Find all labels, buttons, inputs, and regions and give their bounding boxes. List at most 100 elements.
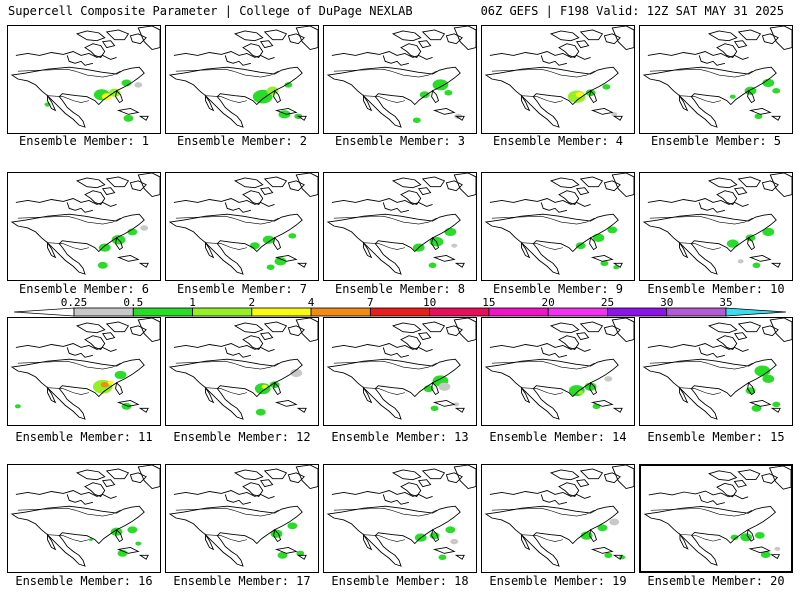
coastline bbox=[363, 533, 373, 551]
coastline bbox=[679, 386, 689, 404]
coastline bbox=[115, 381, 124, 396]
coastline bbox=[205, 386, 215, 404]
us-mexico-border bbox=[363, 95, 406, 103]
coastline bbox=[761, 473, 779, 484]
ensemble-member-map bbox=[7, 464, 161, 573]
coastline bbox=[273, 89, 282, 104]
us-canada-border bbox=[491, 360, 595, 370]
coastline bbox=[296, 554, 307, 560]
ensemble-member-map bbox=[481, 25, 635, 134]
coastline bbox=[363, 94, 373, 112]
coastline bbox=[445, 180, 463, 192]
coastline bbox=[642, 358, 777, 420]
coastline bbox=[603, 33, 621, 45]
coastline bbox=[642, 66, 777, 128]
coastline bbox=[296, 407, 307, 413]
scp-shaded-area bbox=[751, 404, 762, 412]
coastline bbox=[259, 479, 274, 488]
us-mexico-border bbox=[363, 387, 406, 395]
coastline bbox=[274, 546, 298, 554]
coastline bbox=[642, 213, 777, 275]
coastline bbox=[400, 335, 422, 350]
scp-shaded-area bbox=[592, 233, 605, 242]
us-mexico-border bbox=[521, 534, 564, 542]
ensemble-member-label: Ensemble Member: 20 bbox=[647, 574, 785, 588]
coastline bbox=[287, 472, 305, 484]
coastline bbox=[66, 494, 93, 505]
coastline bbox=[579, 176, 604, 188]
coastline bbox=[15, 343, 117, 352]
coastline bbox=[611, 26, 634, 51]
coastline bbox=[242, 43, 264, 58]
ensemble-member-label: Ensemble Member: 5 bbox=[650, 134, 782, 148]
coastline bbox=[761, 180, 779, 192]
coastline bbox=[234, 469, 264, 481]
coastline bbox=[445, 33, 463, 45]
north-america-map bbox=[168, 465, 318, 567]
coastline bbox=[648, 490, 749, 500]
scp-shaded-area bbox=[453, 402, 460, 407]
coastline bbox=[432, 254, 456, 262]
scp-shaded-area bbox=[438, 382, 451, 391]
coastline bbox=[733, 187, 748, 196]
coastline bbox=[540, 202, 567, 213]
coastline bbox=[445, 325, 463, 337]
coastline bbox=[647, 343, 749, 352]
coastline bbox=[431, 528, 440, 543]
coastline bbox=[431, 236, 440, 251]
coastline bbox=[173, 490, 275, 499]
coastline bbox=[489, 51, 591, 60]
us-mexico-border bbox=[363, 534, 406, 542]
north-america-map bbox=[326, 465, 476, 567]
coastline bbox=[84, 43, 106, 58]
coastline bbox=[558, 43, 580, 58]
ensemble-member-label: Ensemble Member: 16 bbox=[15, 574, 153, 588]
scp-shaded-area bbox=[604, 376, 613, 382]
coastline bbox=[708, 470, 738, 481]
coastline bbox=[295, 173, 318, 198]
colorbar-tick-label: 0.5 bbox=[123, 296, 143, 309]
coastline bbox=[647, 51, 749, 60]
coastline bbox=[326, 358, 461, 420]
ensemble-member-map bbox=[639, 25, 793, 134]
us-canada-border bbox=[333, 68, 437, 78]
coastline bbox=[47, 533, 57, 551]
coastline bbox=[747, 89, 756, 104]
coastline bbox=[10, 213, 145, 275]
ensemble-member-label: Ensemble Member: 13 bbox=[331, 430, 469, 444]
coastline bbox=[168, 358, 303, 420]
coastline bbox=[417, 479, 432, 488]
coastline bbox=[453, 26, 476, 51]
coastline bbox=[273, 528, 282, 543]
us-canada-border bbox=[333, 360, 437, 370]
scp-shaded-area bbox=[430, 405, 439, 412]
scp-shaded-area bbox=[97, 261, 108, 269]
coastline bbox=[242, 190, 264, 205]
us-canada-border bbox=[491, 507, 595, 517]
coastline bbox=[708, 177, 738, 189]
coastline bbox=[295, 318, 318, 343]
ensemble-member-map bbox=[323, 25, 477, 134]
coastline bbox=[205, 533, 215, 551]
colorbar-tick-label: 1 bbox=[189, 296, 196, 309]
scp-shaded-area bbox=[740, 533, 753, 542]
us-canada-border bbox=[17, 215, 121, 225]
coastline bbox=[115, 89, 124, 104]
coastline bbox=[417, 187, 432, 196]
coastline bbox=[489, 490, 591, 499]
us-canada-border bbox=[175, 507, 279, 517]
colorbar-left-arrow bbox=[13, 307, 75, 317]
coastline bbox=[47, 386, 57, 404]
coastline bbox=[101, 187, 116, 196]
scp-shaded-area bbox=[100, 382, 109, 388]
coastline bbox=[489, 198, 591, 207]
coastline bbox=[224, 202, 251, 213]
scp-shaded-area bbox=[762, 78, 775, 88]
north-america-map bbox=[643, 466, 791, 566]
coastline bbox=[575, 479, 590, 488]
coastline bbox=[558, 190, 580, 205]
scp-shaded-area bbox=[445, 526, 456, 534]
coastline bbox=[737, 321, 762, 333]
us-mexico-border bbox=[205, 387, 248, 395]
coastline bbox=[769, 173, 792, 198]
